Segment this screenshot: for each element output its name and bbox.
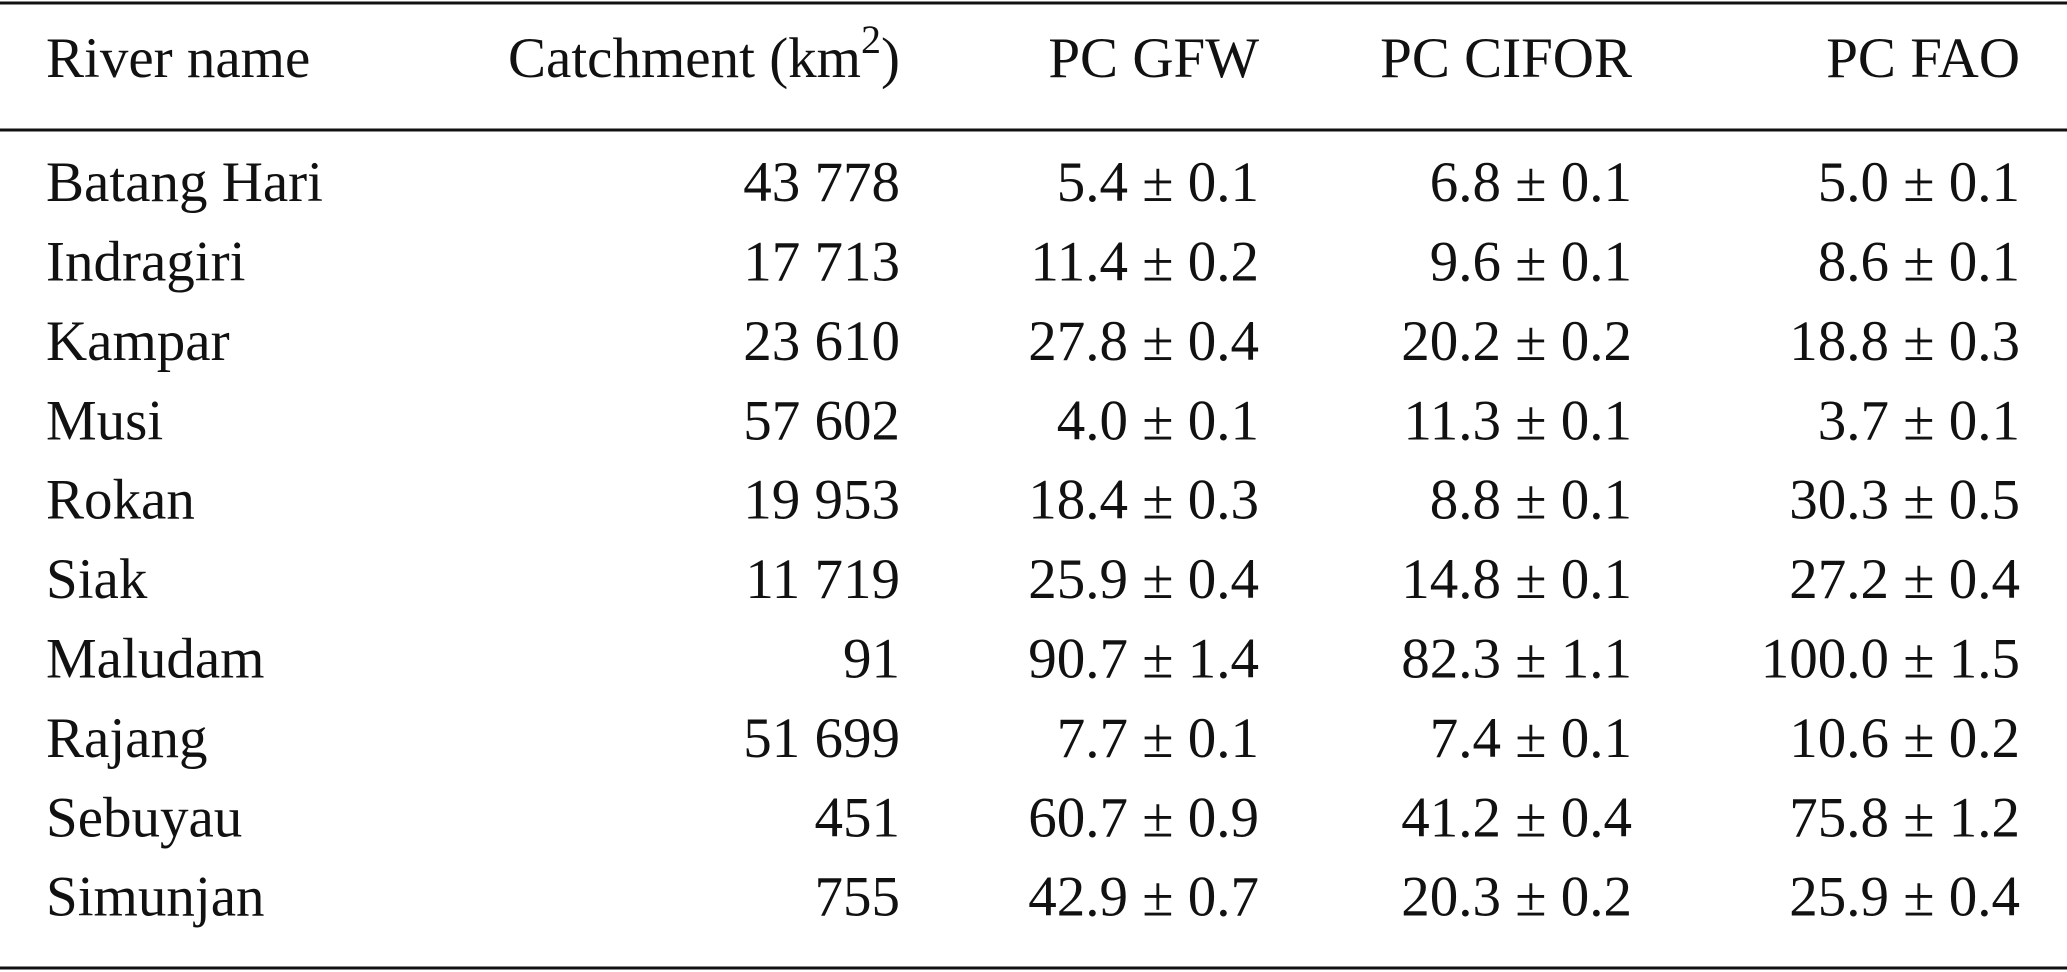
- row-label: Rajang: [46, 707, 207, 770]
- header-cell: River name: [46, 27, 310, 90]
- cell: 20.2 ± 0.2: [1401, 310, 1632, 373]
- cell: 4.0 ± 0.1: [1057, 389, 1259, 452]
- cell: 57 602: [743, 389, 900, 452]
- cell: 7.4 ± 0.1: [1430, 707, 1632, 770]
- row-label: Batang Hari: [46, 151, 323, 214]
- row-label: Simunjan: [46, 866, 265, 929]
- cell: 18.8 ± 0.3: [1789, 310, 2020, 373]
- header-cell: PC FAO: [1826, 27, 2020, 90]
- cell: 75.8 ± 1.2: [1789, 786, 2020, 849]
- cell: 8.8 ± 0.1: [1430, 469, 1632, 532]
- cell: 27.2 ± 0.4: [1789, 548, 2020, 611]
- cell: 11.4 ± 0.2: [1030, 230, 1259, 293]
- cell: 14.8 ± 0.1: [1401, 548, 1632, 611]
- cell: 20.3 ± 0.2: [1401, 866, 1632, 929]
- row-label: Siak: [46, 548, 148, 611]
- cell: 25.9 ± 0.4: [1789, 866, 2020, 929]
- header-text: ): [881, 27, 900, 90]
- cell: 100.0 ± 1.5: [1761, 627, 2020, 690]
- cell: 9.6 ± 0.1: [1430, 230, 1632, 293]
- row-label: Kampar: [46, 310, 230, 373]
- cell: 51 699: [743, 707, 900, 770]
- cell: 3.7 ± 0.1: [1818, 389, 2020, 452]
- cell: 43 778: [743, 151, 900, 214]
- cell: 90.7 ± 1.4: [1028, 627, 1259, 690]
- cell: 41.2 ± 0.4: [1401, 786, 1632, 849]
- cell: 91: [843, 627, 900, 690]
- cell: 25.9 ± 0.4: [1028, 548, 1259, 611]
- cell: 17 713: [743, 230, 900, 293]
- cell: 11.3 ± 0.1: [1403, 389, 1632, 452]
- cell: 10.6 ± 0.2: [1789, 707, 2020, 770]
- cell: 5.4 ± 0.1: [1057, 151, 1259, 214]
- row-label: Indragiri: [46, 230, 245, 293]
- cell: 82.3 ± 1.1: [1401, 627, 1632, 690]
- header-cell: PC GFW: [1048, 27, 1259, 90]
- cell: 60.7 ± 0.9: [1028, 786, 1259, 849]
- cell: 755: [815, 866, 901, 929]
- row-label: Maludam: [46, 627, 264, 690]
- header-cell: PC CIFOR: [1380, 27, 1632, 90]
- row-label: Musi: [46, 389, 163, 452]
- row-label: Rokan: [46, 469, 195, 532]
- cell: 7.7 ± 0.1: [1057, 707, 1259, 770]
- cell: 5.0 ± 0.1: [1818, 151, 2020, 214]
- cell: 19 953: [743, 469, 900, 532]
- row-label: Sebuyau: [46, 786, 242, 849]
- cell: 11 719: [745, 548, 900, 611]
- cell: 451: [815, 786, 901, 849]
- header-cell: Catchment (km2): [508, 17, 900, 90]
- cell: 18.4 ± 0.3: [1028, 469, 1259, 532]
- cell: 27.8 ± 0.4: [1028, 310, 1259, 373]
- cell: 42.9 ± 0.7: [1028, 866, 1259, 929]
- cell: 23 610: [743, 310, 900, 373]
- cell: 30.3 ± 0.5: [1789, 469, 2020, 532]
- cell: 8.6 ± 0.1: [1818, 230, 2020, 293]
- header-text: Catchment (km: [508, 27, 861, 90]
- header-sup: 2: [861, 17, 881, 62]
- cell: 6.8 ± 0.1: [1430, 151, 1632, 214]
